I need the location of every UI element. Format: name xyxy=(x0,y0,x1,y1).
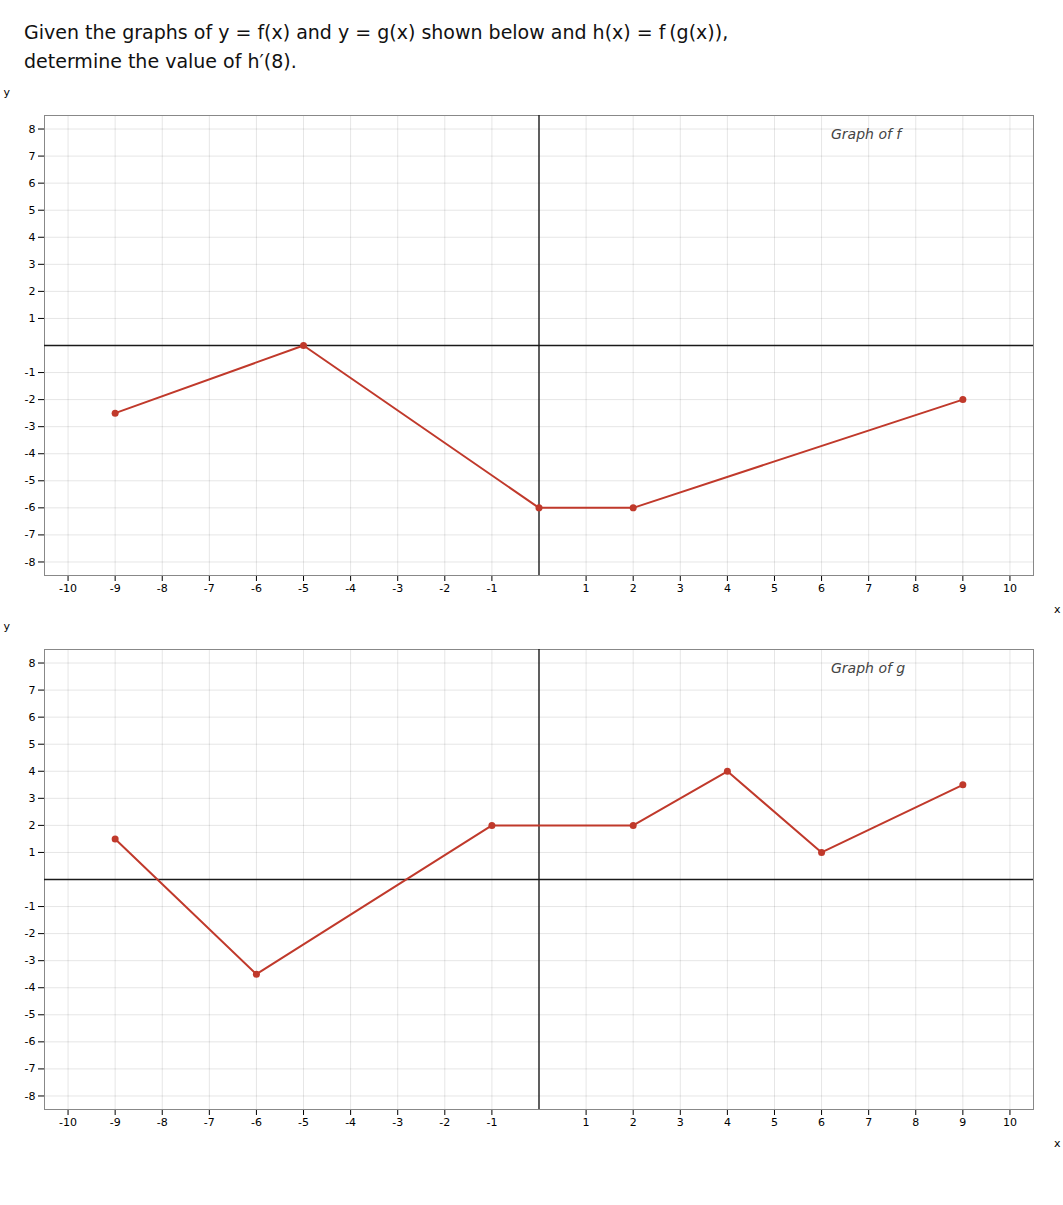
svg-text:y: y xyxy=(4,620,11,633)
svg-text:-9: -9 xyxy=(110,1116,121,1129)
svg-text:-2: -2 xyxy=(25,927,36,940)
svg-text:Graph of g: Graph of g xyxy=(831,660,905,676)
svg-text:-10: -10 xyxy=(59,582,77,595)
svg-text:-4: -4 xyxy=(345,1116,356,1129)
svg-text:-8: -8 xyxy=(157,582,168,595)
svg-text:-2: -2 xyxy=(439,1116,450,1129)
svg-text:x: x xyxy=(1054,1137,1061,1150)
html-text:Given the graphs of y = f(x) a: Given the graphs of y = f(x) and y = g(x… xyxy=(24,21,729,43)
svg-text:-10: -10 xyxy=(59,1116,77,1129)
svg-text:-1: -1 xyxy=(486,1116,497,1129)
svg-text:3: 3 xyxy=(29,258,36,271)
svg-text:7: 7 xyxy=(865,1116,872,1129)
svg-text:2: 2 xyxy=(630,1116,637,1129)
svg-text:-4: -4 xyxy=(345,582,356,595)
svg-text:-6: -6 xyxy=(251,582,262,595)
svg-text:1: 1 xyxy=(583,1116,590,1129)
svg-text:5: 5 xyxy=(29,204,36,217)
svg-text:-4: -4 xyxy=(25,447,36,460)
html-text:determine the value of h′(8).: determine the value of h′(8). xyxy=(24,49,297,72)
svg-text:-4: -4 xyxy=(25,981,36,994)
svg-text:3: 3 xyxy=(677,1116,684,1129)
svg-text:-8: -8 xyxy=(25,555,36,568)
svg-text:7: 7 xyxy=(29,150,36,163)
svg-text:1: 1 xyxy=(583,582,590,595)
svg-text:-3: -3 xyxy=(392,582,403,595)
svg-text:3: 3 xyxy=(677,582,684,595)
svg-text:10: 10 xyxy=(1003,1116,1017,1129)
svg-text:2: 2 xyxy=(29,819,36,832)
svg-text:-6: -6 xyxy=(25,1035,36,1048)
svg-text:-3: -3 xyxy=(392,1116,403,1129)
svg-text:-5: -5 xyxy=(25,474,36,487)
svg-text:8: 8 xyxy=(29,123,36,136)
svg-text:4: 4 xyxy=(29,765,36,778)
svg-text:4: 4 xyxy=(724,582,731,595)
svg-text:-3: -3 xyxy=(25,954,36,967)
svg-text:8: 8 xyxy=(912,1116,919,1129)
svg-text:-3: -3 xyxy=(25,420,36,433)
svg-text:6: 6 xyxy=(29,177,36,190)
svg-text:-1: -1 xyxy=(25,366,36,379)
svg-text:5: 5 xyxy=(29,738,36,751)
svg-text:5: 5 xyxy=(771,582,778,595)
svg-text:4: 4 xyxy=(724,1116,731,1129)
svg-text:-5: -5 xyxy=(298,1116,309,1129)
svg-text:7: 7 xyxy=(29,684,36,697)
svg-text:6: 6 xyxy=(29,711,36,724)
svg-text:-7: -7 xyxy=(25,1062,36,1075)
svg-text:9: 9 xyxy=(959,1116,966,1129)
svg-text:-7: -7 xyxy=(204,1116,215,1129)
svg-text:-9: -9 xyxy=(110,582,121,595)
svg-text:10: 10 xyxy=(1003,582,1017,595)
svg-text:-8: -8 xyxy=(25,1089,36,1102)
svg-text:8: 8 xyxy=(912,582,919,595)
svg-text:8: 8 xyxy=(29,657,36,670)
svg-text:2: 2 xyxy=(630,582,637,595)
svg-text:y: y xyxy=(4,86,11,99)
svg-text:2: 2 xyxy=(29,285,36,298)
svg-text:-1: -1 xyxy=(25,900,36,913)
svg-text:5: 5 xyxy=(771,1116,778,1129)
svg-text:-5: -5 xyxy=(298,582,309,595)
svg-text:-2: -2 xyxy=(439,582,450,595)
svg-text:1: 1 xyxy=(29,312,36,325)
svg-text:-2: -2 xyxy=(25,393,36,406)
svg-text:-7: -7 xyxy=(25,528,36,541)
svg-text:9: 9 xyxy=(959,582,966,595)
svg-text:6: 6 xyxy=(818,582,825,595)
svg-text:3: 3 xyxy=(29,792,36,805)
svg-text:x: x xyxy=(1054,603,1061,616)
svg-text:4: 4 xyxy=(29,231,36,244)
svg-text:6: 6 xyxy=(818,1116,825,1129)
svg-text:-7: -7 xyxy=(204,582,215,595)
svg-text:7: 7 xyxy=(865,582,872,595)
svg-text:Graph of f: Graph of f xyxy=(831,126,903,142)
svg-text:-5: -5 xyxy=(25,1008,36,1021)
svg-text:-1: -1 xyxy=(486,582,497,595)
svg-text:1: 1 xyxy=(29,846,36,859)
svg-text:-6: -6 xyxy=(25,501,36,514)
svg-text:-6: -6 xyxy=(251,1116,262,1129)
svg-text:-8: -8 xyxy=(157,1116,168,1129)
